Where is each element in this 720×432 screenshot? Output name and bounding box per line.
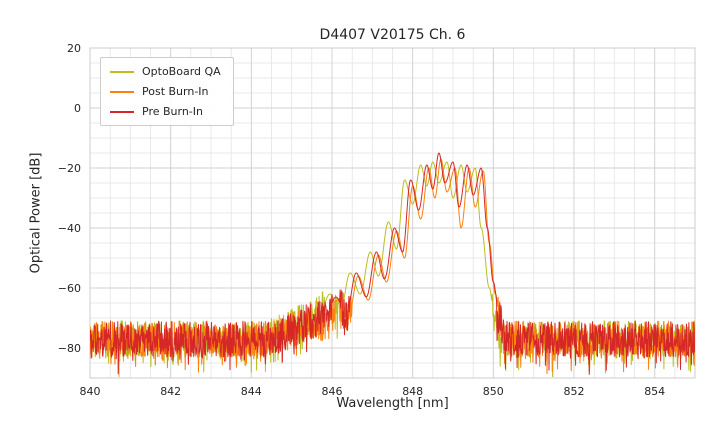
y-tick-label: −60 — [58, 282, 81, 295]
legend: OptoBoard QA Post Burn-In Pre Burn-In — [100, 57, 234, 126]
x-tick-label: 840 — [80, 385, 101, 398]
legend-item-pre-burn-in: Pre Burn-In — [110, 105, 221, 118]
chart-title: D4407 V20175 Ch. 6 — [319, 27, 466, 43]
y-tick-label: −40 — [58, 222, 81, 235]
legend-line-post-burn-in — [110, 90, 134, 93]
series-pre-burn-in — [90, 152, 695, 375]
x-tick-label: 842 — [160, 385, 181, 398]
x-tick-label: 846 — [322, 385, 343, 398]
x-axis-label: Wavelength [nm] — [336, 396, 449, 411]
plot-border — [89, 47, 696, 379]
y-tick-label: −20 — [58, 162, 81, 175]
legend-label-post-burn-in: Post Burn-In — [142, 85, 209, 98]
legend-item-optoboard-qa: OptoBoard QA — [110, 65, 221, 78]
legend-label-pre-burn-in: Pre Burn-In — [142, 105, 203, 118]
x-tick-label: 850 — [483, 385, 504, 398]
legend-label-optoboard-qa: OptoBoard QA — [142, 65, 221, 78]
legend-line-optoboard-qa — [110, 70, 134, 73]
series-group — [90, 152, 695, 378]
x-tick-label: 854 — [644, 385, 665, 398]
x-tick-label: 844 — [241, 385, 262, 398]
y-tick-label: 20 — [67, 42, 81, 55]
x-tick-label: 852 — [564, 385, 585, 398]
x-tick-label: 848 — [402, 385, 423, 398]
y-tick-label: −80 — [58, 342, 81, 355]
legend-line-pre-burn-in — [110, 110, 134, 113]
y-axis-label: Optical Power [dB] — [28, 152, 44, 274]
y-tick-label: 0 — [74, 102, 81, 115]
legend-item-post-burn-in: Post Burn-In — [110, 85, 221, 98]
